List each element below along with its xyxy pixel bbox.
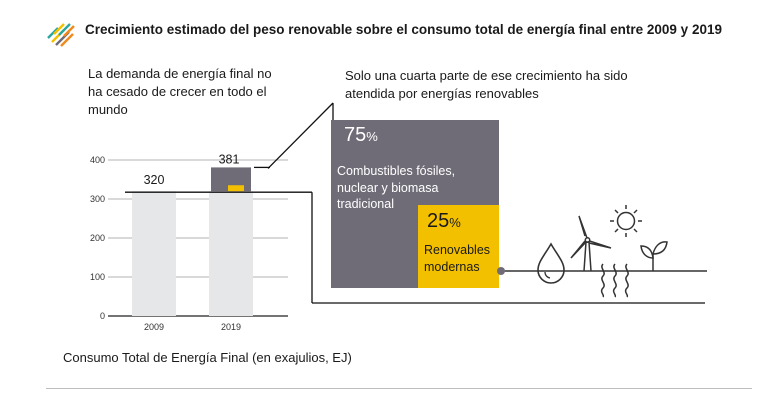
- chart-caption: Consumo Total de Energía Final (en exaju…: [63, 350, 352, 365]
- page-title: Crecimiento estimado del peso renovable …: [85, 22, 722, 37]
- renewables-illustration: [497, 205, 707, 298]
- y-tick-label: 0: [100, 311, 105, 321]
- renewable-percentage: 25%: [427, 210, 461, 232]
- x-tick-label: 2019: [221, 322, 241, 332]
- bar-2019-base: [209, 191, 253, 316]
- sprout-icon: [640, 241, 668, 271]
- heat-waves-icon: [600, 263, 629, 298]
- x-tick-label: 2009: [144, 322, 164, 332]
- top-connector-b: [267, 102, 334, 169]
- y-tick-label: 300: [90, 194, 105, 204]
- y-tick-label: 100: [90, 272, 105, 282]
- renewable-label: Renovables modernas: [424, 243, 491, 274]
- wind-turbine-icon: [570, 215, 612, 272]
- value-label: 320: [144, 173, 165, 187]
- right-annotation: Solo una cuarta parte de ese crecimiento…: [345, 68, 628, 101]
- value-label: 381: [219, 152, 240, 166]
- left-annotation: La demanda de energía final no ha cesado…: [88, 66, 272, 117]
- fossil-percentage: 75%: [344, 124, 378, 146]
- fossil-label: Combustibles fósiles, nuclear y biomasa …: [337, 164, 456, 211]
- connector-dot: [497, 267, 505, 275]
- hatched-logo-icon: [47, 23, 75, 47]
- bar-2009: [132, 191, 176, 316]
- y-tick-label: 200: [90, 233, 105, 243]
- sun-icon: [610, 205, 642, 237]
- bar-2019-increment-renewable: [228, 185, 244, 192]
- y-tick-label: 400: [90, 155, 105, 165]
- renewable-share-box: [418, 205, 499, 288]
- bottom-divider: [46, 388, 752, 389]
- water-drop-icon: [537, 242, 565, 284]
